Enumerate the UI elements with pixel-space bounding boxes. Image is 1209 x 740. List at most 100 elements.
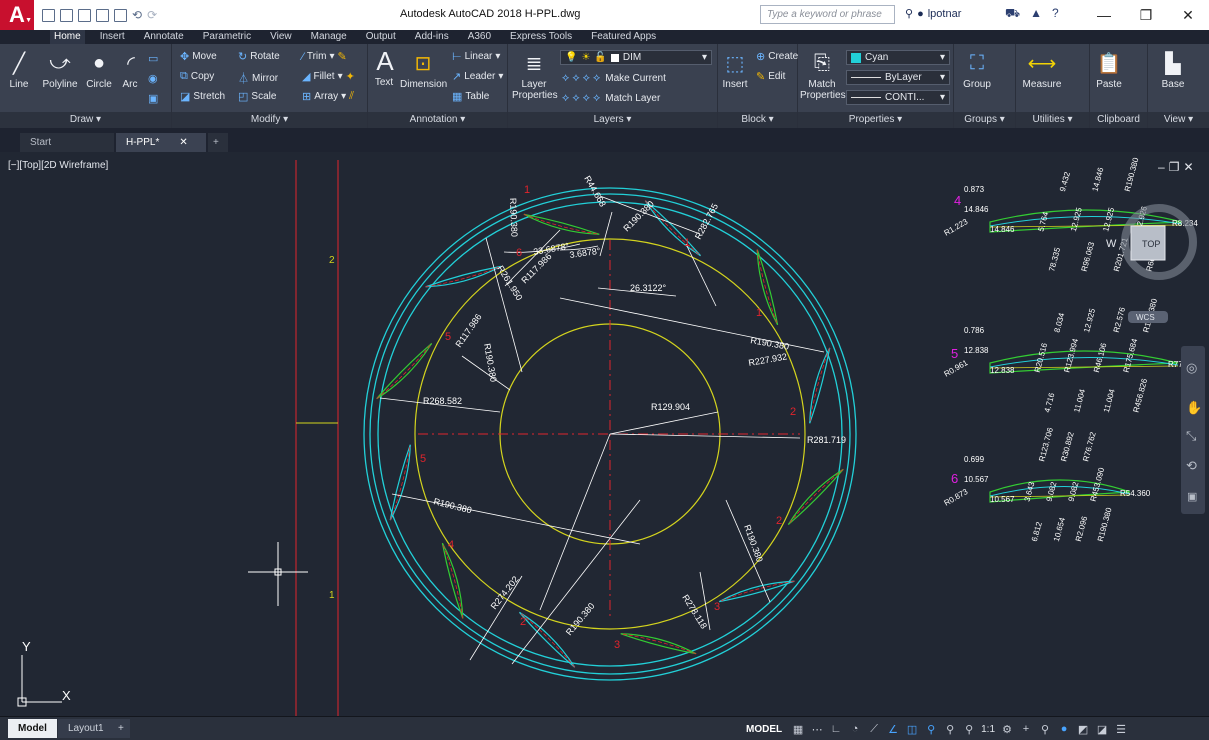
tab-addins[interactable]: Add-ins	[414, 31, 449, 42]
utilities-panel-title[interactable]: Utilities ▾	[1016, 112, 1089, 128]
paste-button[interactable]: 📋 Paste	[1094, 50, 1124, 91]
circle-button[interactable]: ● Circle	[84, 50, 114, 91]
ortho-icon[interactable]: ∟	[830, 723, 842, 735]
fillet-button[interactable]: ◢ Fillet ▾ ✦	[302, 71, 355, 83]
minimize-viewport-icon[interactable]: –	[1158, 160, 1169, 174]
block-panel-title[interactable]: Block ▾	[718, 112, 797, 128]
tab-view[interactable]: View	[270, 31, 292, 42]
copy-button[interactable]: ⧉ Copy	[180, 70, 214, 83]
layers-panel-title[interactable]: Layers ▾	[508, 112, 717, 128]
redo-icon[interactable]: ⟳	[147, 8, 158, 22]
tab-drawing[interactable]: H-PPL* ✕	[116, 133, 206, 152]
close-button[interactable]: ✕	[1182, 6, 1194, 23]
isolate-objects-icon[interactable]: ●	[1060, 723, 1068, 735]
match-layer-button[interactable]: ⟡ ⟡ ⟡ ⟡ Match Layer	[562, 92, 660, 105]
group-button[interactable]: ⛶ Group	[960, 50, 994, 91]
array-button[interactable]: ⊞ Array ▾ ⫽	[302, 90, 355, 103]
restore-viewport-icon[interactable]: ❐	[1168, 160, 1184, 174]
wcs-menu[interactable]	[1128, 311, 1168, 323]
tab-output[interactable]: Output	[365, 31, 396, 42]
steering-wheel-icon[interactable]: ◎	[1186, 360, 1197, 375]
modify-panel-title[interactable]: Modify ▾	[172, 112, 367, 128]
erase-icon[interactable]: ✎	[337, 51, 347, 63]
close-viewport-icon[interactable]: ✕	[1183, 160, 1198, 174]
linetype-dropdown[interactable]: CONTI... ▾	[846, 90, 950, 105]
pan-icon[interactable]: ✋	[1186, 400, 1202, 415]
tab-home[interactable]: Home	[50, 30, 85, 44]
view-panel-title[interactable]: View ▾	[1148, 112, 1209, 128]
edit-block-button[interactable]: ✎ Edit	[756, 70, 785, 83]
showmotion-icon[interactable]: ▣	[1187, 491, 1197, 503]
move-button[interactable]: ✥ Move	[180, 50, 217, 63]
close-icon[interactable]: ✕	[179, 137, 188, 148]
clean-screen-icon[interactable]: ◪	[1096, 723, 1108, 736]
make-current-button[interactable]: ⟡ ⟡ ⟡ ⟡ Make Current	[562, 72, 666, 85]
save-icon[interactable]	[78, 8, 91, 22]
clipboard-panel-title[interactable]: Clipboard	[1090, 112, 1147, 128]
viewcube-face[interactable]	[1130, 225, 1166, 261]
tab-parametric[interactable]: Parametric	[202, 31, 252, 42]
gear-icon[interactable]: ⚙	[1002, 723, 1012, 736]
annotation-panel-title[interactable]: Annotation ▾	[368, 112, 507, 128]
undo-icon[interactable]: ⟲	[132, 8, 143, 22]
polyline-button[interactable]: ⤻ Polyline	[38, 50, 82, 91]
units-icon[interactable]: ⚲	[1040, 723, 1050, 736]
open-icon[interactable]	[60, 8, 73, 22]
minimize-button[interactable]: —	[1097, 7, 1111, 23]
cart-icon[interactable]: ⛟	[1005, 6, 1021, 20]
base-button[interactable]: ▙ Base	[1158, 50, 1188, 91]
tab-express-tools[interactable]: Express Tools	[510, 31, 573, 42]
leader-button[interactable]: ↗ Leader ▾	[452, 71, 504, 83]
polar-icon[interactable]: ◔	[851, 723, 859, 735]
tab-model[interactable]: Model	[8, 719, 57, 738]
viewcube[interactable]: TOP W	[1106, 204, 1197, 280]
search-input[interactable]: Type a keyword or phrase	[760, 5, 895, 24]
restore-button[interactable]: ❐	[1139, 6, 1153, 23]
hardware-acceleration-icon[interactable]: ◩	[1077, 723, 1089, 736]
lineweight-dropdown[interactable]: ByLayer ▾	[846, 70, 950, 85]
help-icon[interactable]: ?	[1052, 6, 1059, 20]
match-properties-button[interactable]: ⎘ Match Properties	[800, 50, 846, 102]
line-button[interactable]: ╱ Line	[4, 50, 34, 91]
scale-button[interactable]: ◰ Scale	[238, 90, 276, 103]
user-account[interactable]: ⚲ ● lpotnar	[905, 7, 961, 21]
table-button[interactable]: ▦ Table	[452, 90, 489, 103]
annotation-autoscale-icon[interactable]: ⚲	[946, 723, 955, 736]
annotation-scale-icon[interactable]: ⚲	[965, 723, 974, 736]
customization-icon[interactable]: ☰	[1116, 723, 1126, 736]
arc-button[interactable]: ◜ Arc	[118, 50, 142, 91]
layer-properties-button[interactable]: ≣ Layer Properties	[512, 50, 558, 102]
measure-button[interactable]: ⟷ Measure	[1020, 50, 1064, 91]
rectangle-button[interactable]: ▭	[148, 52, 158, 65]
trim-button[interactable]: ⁄ Trim ▾ ✎	[302, 50, 347, 64]
annotation-scale-value[interactable]: 1:1	[981, 723, 996, 735]
object-snap-icon[interactable]: ◫	[906, 723, 918, 736]
new-layout-button[interactable]: +	[112, 719, 130, 738]
new-icon[interactable]	[42, 8, 55, 22]
draw-panel-title[interactable]: Draw ▾	[0, 112, 171, 128]
insert-button[interactable]: ⬚ Insert	[720, 50, 750, 91]
explode-icon[interactable]: ✦	[345, 71, 355, 83]
annotation-visibility-icon[interactable]: ⚲	[927, 723, 936, 736]
object-snap-tracking-icon[interactable]: ∠	[888, 723, 899, 736]
drawing-canvas[interactable]: 2 1	[0, 152, 1209, 716]
model-space-toggle[interactable]: MODEL	[746, 723, 783, 735]
layer-dropdown[interactable]: 💡 ☀ 🔓 DIM ▾	[560, 50, 712, 65]
new-tab-button[interactable]: +	[208, 133, 228, 152]
a360-icon[interactable]: ▲	[1030, 6, 1042, 20]
create-block-button[interactable]: ⊕ Create	[756, 50, 798, 63]
plus-icon[interactable]: +	[1022, 723, 1030, 735]
dimension-button[interactable]: ⊡ Dimension	[400, 50, 447, 91]
viewport-controls[interactable]: [−][Top][2D Wireframe]	[8, 160, 109, 171]
tab-featured-apps[interactable]: Featured Apps	[591, 31, 657, 42]
zoom-icon[interactable]: ⤡	[1186, 428, 1197, 443]
hatch-button[interactable]: ◉	[148, 72, 158, 85]
rotate-button[interactable]: ↻ Rotate	[238, 50, 280, 63]
linear-button[interactable]: ⊢ Linear ▾	[452, 51, 501, 63]
gradient-button[interactable]: ▣	[148, 92, 158, 105]
snap-icon[interactable]: ⋯	[811, 723, 823, 736]
tab-insert[interactable]: Insert	[99, 31, 125, 42]
isodraft-icon[interactable]: ⟋	[870, 722, 878, 735]
groups-panel-title[interactable]: Groups ▾	[954, 112, 1015, 128]
offset-icon[interactable]: ⫽	[349, 90, 355, 102]
